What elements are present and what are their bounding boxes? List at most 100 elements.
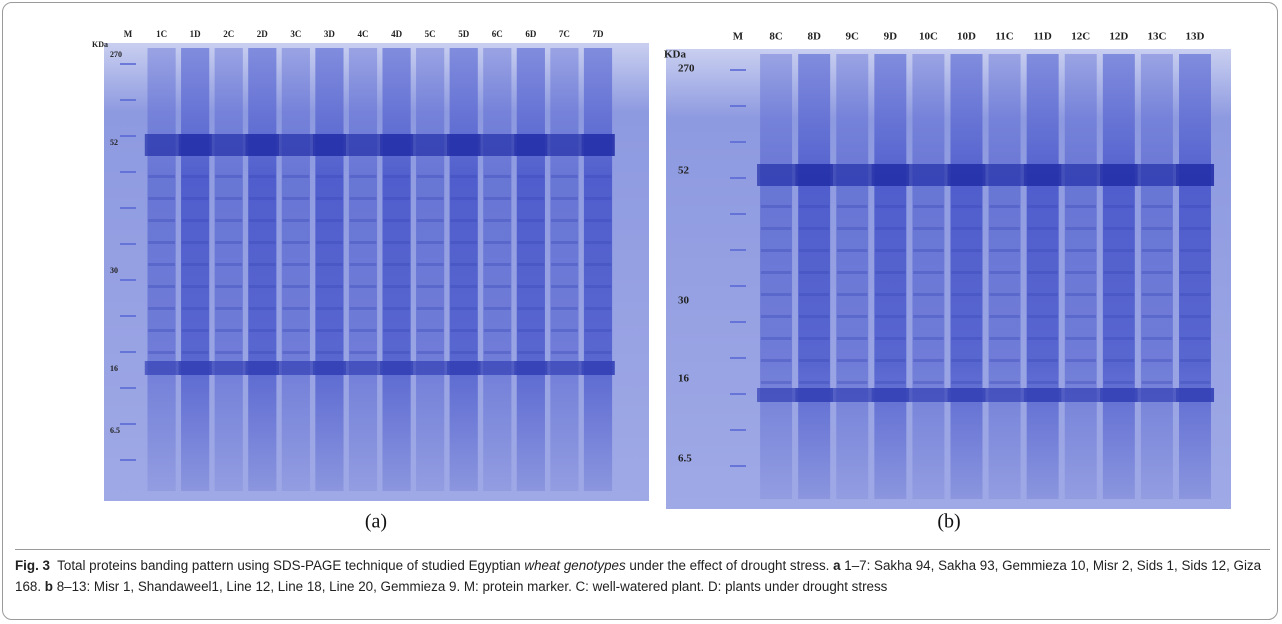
protein-band: [446, 134, 481, 156]
minor-band: [148, 241, 175, 244]
protein-band: [833, 164, 872, 186]
marker-label: 16: [110, 364, 118, 373]
minor-band: [1141, 337, 1173, 340]
minor-band: [383, 329, 410, 332]
protein-band: [346, 134, 380, 156]
protein-band: [833, 388, 872, 402]
minor-band: [248, 263, 276, 266]
gel-lane: [483, 48, 512, 491]
minor-band: [316, 329, 343, 332]
minor-band: [989, 249, 1020, 252]
gel-lane: [416, 48, 445, 491]
minor-band: [1065, 205, 1096, 208]
protein-band: [1137, 164, 1176, 186]
lane-label: M: [733, 31, 744, 43]
minor-band: [798, 359, 830, 362]
minor-band: [416, 307, 444, 310]
ladder-band: [120, 63, 136, 65]
lane-label: 10D: [957, 31, 976, 43]
minor-band: [181, 329, 209, 332]
minor-band: [181, 175, 209, 178]
protein-band: [413, 134, 447, 156]
minor-band: [148, 197, 175, 200]
minor-band: [517, 175, 545, 178]
ladder-band: [730, 393, 746, 395]
protein-band: [312, 361, 347, 375]
minor-band: [517, 351, 545, 354]
gel-lane: [950, 54, 983, 499]
lane-label: 13C: [1147, 31, 1166, 43]
minor-band: [798, 227, 830, 230]
minor-band: [913, 205, 944, 208]
gel-lane: [1179, 54, 1211, 499]
minor-band: [383, 241, 410, 244]
protein-band: [947, 388, 986, 402]
protein-band: [279, 361, 313, 375]
minor-band: [1065, 249, 1096, 252]
caption-italic: wheat genotypes: [524, 558, 626, 573]
minor-band: [798, 315, 830, 318]
minor-band: [450, 263, 478, 266]
gel-lane: [449, 48, 478, 491]
minor-band: [282, 351, 310, 354]
minor-band: [483, 197, 511, 200]
minor-band: [248, 285, 276, 288]
protein-band: [1099, 388, 1138, 402]
minor-band: [913, 227, 944, 230]
protein-band: [379, 361, 414, 375]
minor-band: [584, 241, 612, 244]
gel-lane: [874, 54, 907, 499]
minor-band: [1179, 271, 1211, 274]
protein-band: [178, 361, 212, 375]
minor-band: [316, 307, 343, 310]
marker-label: 30: [678, 295, 690, 307]
minor-band: [1103, 293, 1135, 296]
minor-band: [913, 381, 944, 384]
minor-band: [875, 381, 906, 384]
minor-band: [316, 351, 343, 354]
minor-band: [1179, 337, 1211, 340]
minor-band: [584, 329, 612, 332]
minor-band: [215, 241, 243, 244]
panel-label: (b): [937, 511, 960, 533]
minor-band: [383, 219, 410, 222]
minor-band: [215, 219, 243, 222]
minor-band: [215, 197, 243, 200]
minor-band: [383, 197, 410, 200]
protein-band: [1175, 164, 1215, 186]
minor-band: [248, 329, 276, 332]
marker-label: 6.5: [110, 426, 120, 435]
minor-band: [215, 263, 243, 266]
caption-text: under the effect of drought stress.: [625, 558, 834, 573]
protein-band: [413, 361, 447, 375]
minor-band: [248, 219, 276, 222]
minor-band: [875, 359, 906, 362]
minor-band: [349, 219, 377, 222]
lane-label: 9D: [884, 31, 898, 43]
minor-band: [248, 307, 276, 310]
minor-band: [1179, 205, 1211, 208]
lane-label: 12D: [1109, 31, 1128, 43]
minor-band: [282, 219, 310, 222]
minor-band: [248, 175, 276, 178]
minor-band: [1179, 359, 1211, 362]
minor-band: [383, 263, 410, 266]
gel-lane: [248, 48, 277, 491]
minor-band: [1103, 359, 1135, 362]
minor-band: [483, 219, 511, 222]
gel-lane: [583, 48, 613, 491]
minor-band: [349, 263, 377, 266]
ladder-band: [120, 243, 136, 245]
minor-band: [760, 227, 792, 230]
minor-band: [798, 205, 830, 208]
ladder-band: [730, 141, 746, 143]
minor-band: [551, 219, 578, 222]
gel-lane: [516, 48, 545, 491]
minor-band: [1141, 381, 1173, 384]
minor-band: [551, 329, 578, 332]
minor-band: [1103, 315, 1135, 318]
protein-band: [871, 388, 910, 402]
minor-band: [282, 241, 310, 244]
minor-band: [837, 249, 868, 252]
minor-band: [913, 337, 944, 340]
